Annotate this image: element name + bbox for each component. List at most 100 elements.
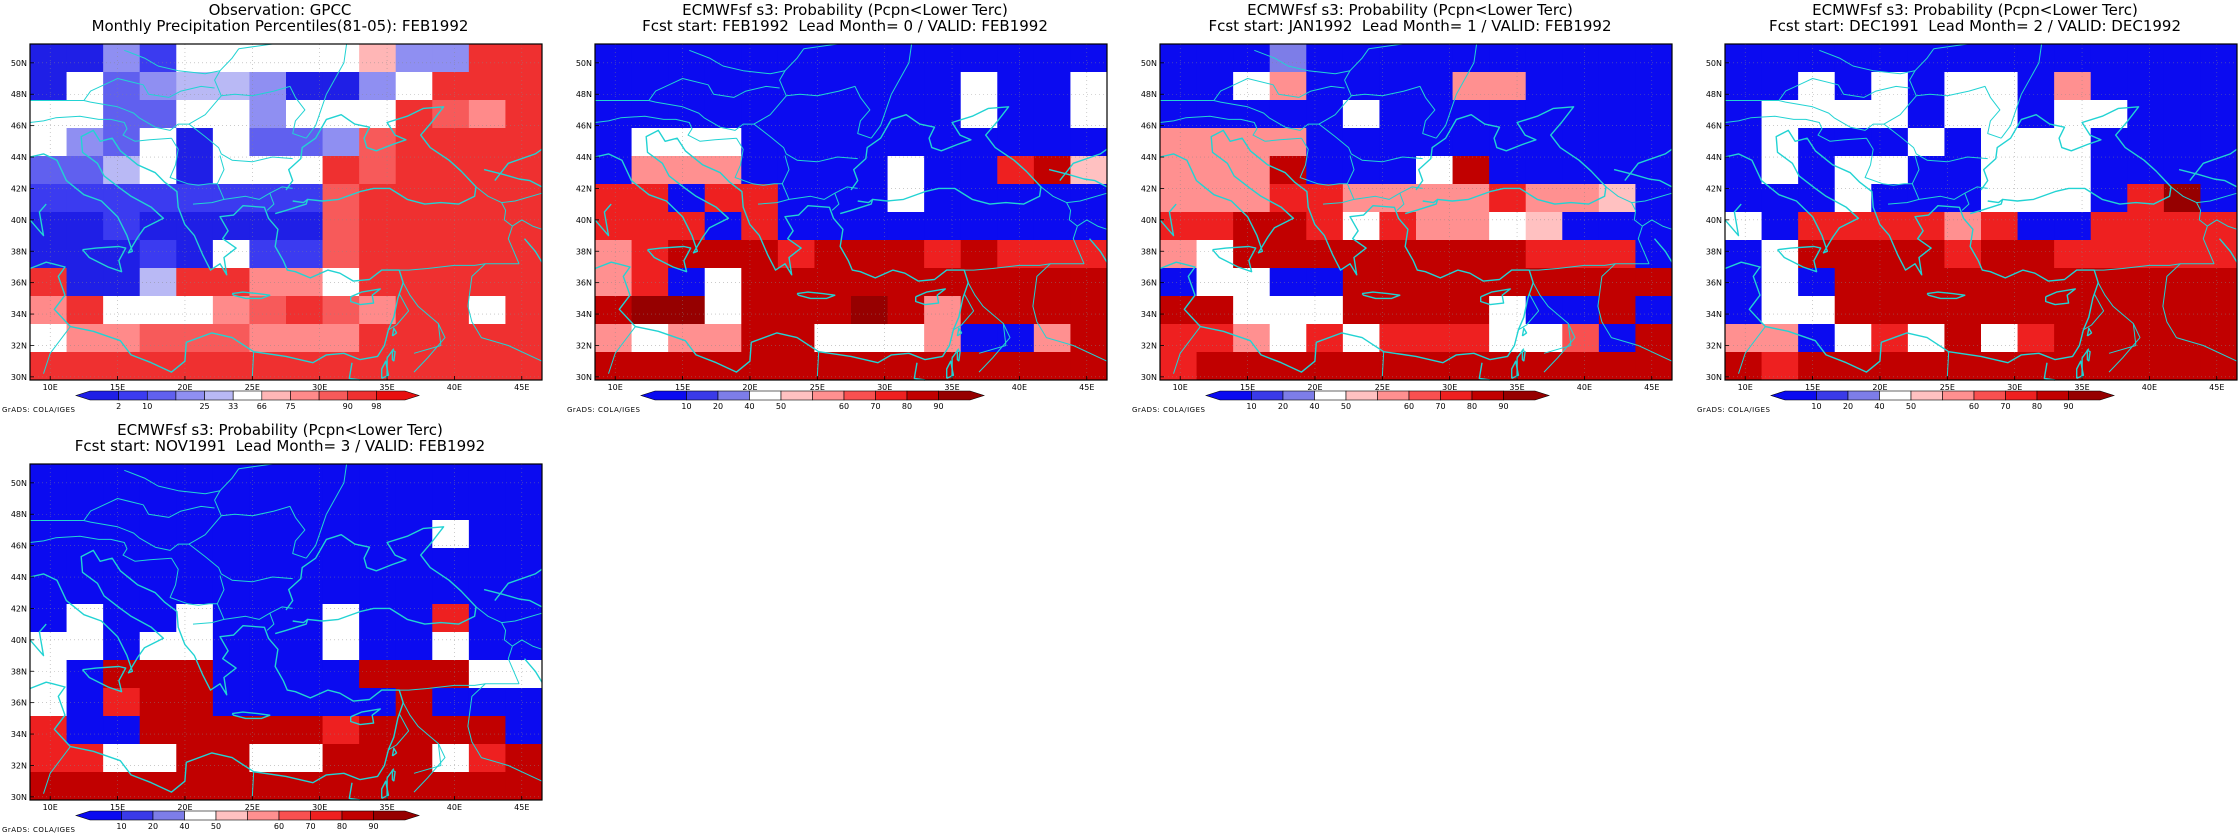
grid-cell	[997, 296, 1035, 325]
colorbar-tick-label: 80	[902, 402, 912, 411]
longitude-label: 25E	[810, 383, 825, 392]
grid-cell	[960, 72, 998, 101]
grid-cell	[668, 296, 706, 325]
grid-cell	[1070, 128, 1108, 157]
grid-cell	[176, 128, 214, 157]
grid-cell	[1033, 100, 1071, 129]
grid-cell	[505, 212, 543, 241]
grid-cell	[1798, 324, 1836, 353]
grid-cell	[249, 548, 287, 577]
colorbar-segment	[1942, 390, 1975, 401]
grid-cell	[505, 128, 543, 157]
grid-cell	[322, 212, 360, 241]
grid-cell	[468, 632, 506, 661]
grid-cell	[395, 268, 433, 297]
grid-cell	[1761, 44, 1799, 73]
grid-cell	[395, 212, 433, 241]
coastlines	[1724, 106, 2238, 381]
grid-cell	[176, 324, 214, 353]
grid-cell	[468, 716, 506, 745]
data-grid	[30, 44, 543, 381]
lake-outline	[391, 747, 398, 757]
grid-cell	[432, 352, 470, 381]
grid-cell	[395, 324, 433, 353]
grid-cell	[595, 72, 633, 101]
grid-cell	[631, 268, 669, 297]
grid-cell	[103, 268, 141, 297]
grid-cell	[468, 296, 506, 325]
grid-cell	[395, 688, 433, 717]
colorbar-tick-label: 66	[257, 402, 267, 411]
grid-cell	[212, 128, 250, 157]
panel-title: ECMWFsf s3: Probability (Pcpn<Lower Terc…	[682, 1, 1008, 19]
grid-cell	[432, 632, 470, 661]
grid-cell	[176, 464, 214, 493]
grid-cell	[1635, 72, 1673, 101]
longitude-label: 10E	[608, 383, 623, 392]
grid-cell	[1269, 128, 1307, 157]
grid-cell	[1834, 212, 1872, 241]
colorbar-tick-label: 20	[1843, 402, 1853, 411]
grid-cell	[1761, 324, 1799, 353]
coastline	[1088, 238, 1108, 263]
colorbar-tick-label: 50	[211, 822, 221, 831]
grid-cell	[1525, 324, 1563, 353]
grid-cell	[1306, 352, 1344, 381]
grid-cell	[286, 240, 324, 269]
grid-cell	[249, 576, 287, 605]
grid-cell	[30, 128, 68, 157]
grid-cell	[1525, 184, 1563, 213]
grid-cell	[1981, 128, 2019, 157]
grid-cell	[1196, 268, 1234, 297]
grid-cell	[212, 212, 250, 241]
coastline	[285, 106, 477, 205]
grid-cell	[30, 184, 68, 213]
grid-cell	[395, 184, 433, 213]
grid-cell	[997, 324, 1035, 353]
grid-cell	[286, 352, 324, 381]
grid-cell	[432, 72, 470, 101]
grid-cell	[212, 296, 250, 325]
grid-cell	[2090, 128, 2128, 157]
grid-cell	[1907, 100, 1945, 129]
country-border	[1173, 326, 1201, 374]
grid-cell	[668, 72, 706, 101]
lake-outline	[381, 780, 390, 800]
grid-cell	[103, 100, 141, 129]
grid-cell	[359, 156, 397, 185]
country-border	[1883, 123, 1988, 163]
grid-cell	[924, 156, 962, 185]
grid-cell	[814, 352, 852, 381]
grads-credit: GrADS: COLA/IGES	[1132, 406, 1206, 414]
grid-cell	[2127, 268, 2165, 297]
coastline	[2189, 148, 2238, 182]
lake-outline	[1521, 349, 1526, 362]
grid-cell	[103, 688, 141, 717]
latitude-label: 38N	[1141, 247, 1157, 256]
coastline	[1926, 291, 1966, 300]
grid-cell	[1033, 212, 1071, 241]
grid-cell	[1798, 72, 1836, 101]
country-border	[2196, 192, 2238, 204]
grid-cell	[30, 604, 68, 633]
grid-cell	[139, 128, 177, 157]
country-border	[1346, 155, 1355, 184]
grid-cell	[631, 212, 669, 241]
grid-cell	[741, 156, 779, 185]
colorbar-tick-label: 90	[343, 402, 353, 411]
grid-cell	[704, 268, 742, 297]
latitude-label: 46N	[576, 122, 592, 131]
coastline	[81, 665, 127, 693]
coastline	[350, 288, 381, 306]
grid-cell	[176, 772, 214, 801]
colorbar-segment	[184, 810, 217, 821]
grid-cell	[1342, 212, 1380, 241]
grid-cell	[212, 492, 250, 521]
grid-cell	[176, 352, 214, 381]
country-border	[1961, 193, 1970, 211]
grid-cell	[1907, 352, 1945, 381]
latitude-label: 40N	[1706, 216, 1722, 225]
grid-cell	[249, 772, 287, 801]
grid-cell	[1725, 324, 1763, 353]
lake-outline	[1511, 360, 1520, 380]
